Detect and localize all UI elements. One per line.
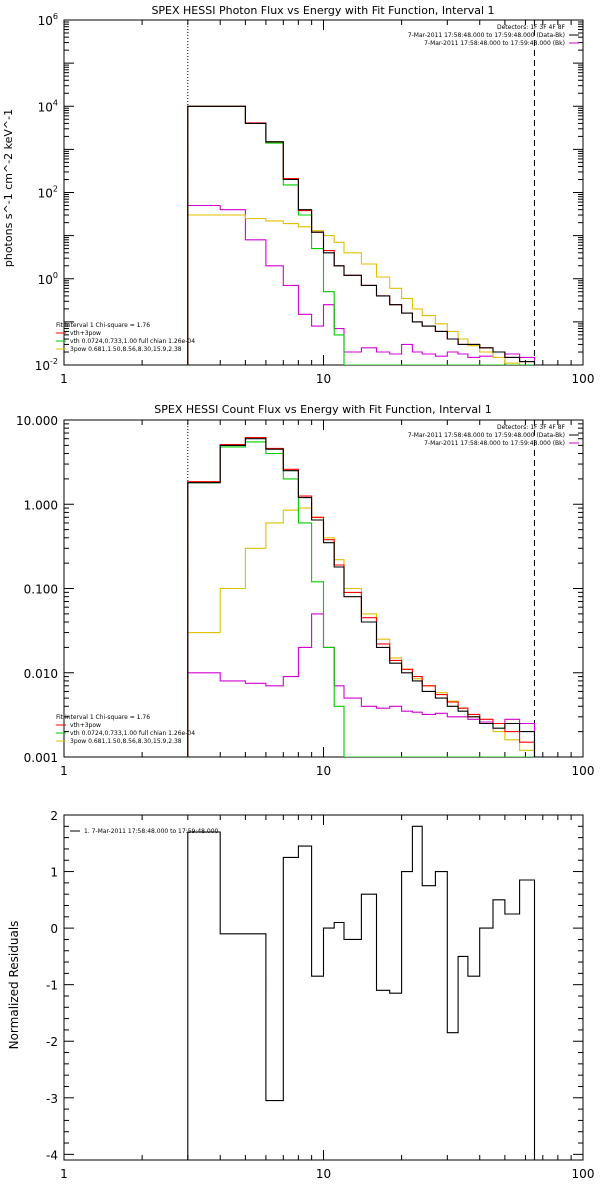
count-flux-panel: SPEX HESSI Count Flux vs Energy with Fit… xyxy=(16,403,594,778)
y-tick-label: 0.100 xyxy=(24,583,58,597)
y-tick-label: -3 xyxy=(46,1092,58,1106)
series-data-line xyxy=(187,105,536,365)
y-tick-label: 102 xyxy=(38,185,58,201)
legend-entry: vth+3pow xyxy=(70,722,101,729)
y-tick-label: 104 xyxy=(38,98,58,114)
x-tick-label: 1 xyxy=(60,372,68,386)
legend-entry: Fit Interval 1 Chi-square = 1.76 xyxy=(56,322,150,329)
x-tick-label: 100 xyxy=(572,764,595,778)
legend-entry: 3pow 0.681,1.50,8.56,8.30,15.9,2.38 xyxy=(70,346,182,353)
legend-entry: 1. 7-Mar-2011 17:58:48.000 to 17:59:48.0… xyxy=(84,828,219,835)
series-thermal-line xyxy=(187,441,536,757)
y-tick-label: 2 xyxy=(50,809,58,823)
header-line: 7-Mar-2011 17:58:48.000 to 17:59:48.000 … xyxy=(424,40,565,47)
x-tick-label: 100 xyxy=(572,1167,595,1181)
header-line: 7-Mar-2011 17:58:48.000 to 17:59:48.000 … xyxy=(408,32,565,39)
y-tick-label: -4 xyxy=(46,1148,58,1162)
residuals-ylabel: Normalized Residuals xyxy=(7,921,21,1050)
x-tick-label: 100 xyxy=(572,372,595,386)
y-tick-label: 0.001 xyxy=(24,751,58,765)
residuals-panel: Normalized Residuals 1 10 100 -4 -3 -2 -1 0 1 2 1.… xyxy=(7,809,594,1181)
x-tick-label: 1 xyxy=(60,1167,68,1181)
x-tick-label: 10 xyxy=(316,764,331,778)
header-line: Detectors: 1F 3F 4F 8F xyxy=(497,24,566,31)
series-data-line xyxy=(187,438,536,757)
series-nonthermal-line xyxy=(187,214,536,365)
header-line: 7-Mar-2011 17:58:48.000 to 17:59:48.000 … xyxy=(424,440,565,447)
legend-entry: vth+3pow xyxy=(70,330,101,337)
count-flux-title: SPEX HESSI Count Flux vs Energy with Fit… xyxy=(154,403,491,416)
x-tick-label: 1 xyxy=(60,764,68,778)
y-tick-label: 1 xyxy=(50,866,58,880)
legend-entry: Fit Interval 1 Chi-square = 1.76 xyxy=(56,714,150,721)
legend-entry: vth 0.0724,0.733,1.00 full chian 1.26e-0… xyxy=(70,338,195,345)
header-line: Detectors: 1F 3F 4F 8F xyxy=(497,424,566,431)
y-tick-label: 0.010 xyxy=(24,667,58,681)
photon-flux-title: SPEX HESSI Photon Flux vs Energy with Fi… xyxy=(151,4,494,17)
y-tick-label: 10-2 xyxy=(35,357,58,373)
legend-entry: 3pow 0.681,1.50,8.56,8.30,15.9,2.38 xyxy=(70,738,182,745)
y-tick-label: 10.000 xyxy=(16,414,58,428)
series-background-line xyxy=(187,204,536,365)
y-tick-label: 100 xyxy=(38,271,58,287)
x-tick-label: 10 xyxy=(316,372,331,386)
y-tick-label: 1.000 xyxy=(24,498,58,512)
series-residuals-line xyxy=(187,825,536,1160)
y-tick-label: 0 xyxy=(50,922,58,936)
y-tick-label: 106 xyxy=(38,12,58,28)
header-line: 7-Mar-2011 17:58:48.000 to 17:59:48.000 … xyxy=(408,432,565,439)
y-tick-label: -1 xyxy=(46,979,58,993)
photon-flux-ylabel: photons s^-1 cm^-2 keV^-1 xyxy=(2,109,15,267)
photon-flux-panel: SPEX HESSI Photon Flux vs Energy with Fi… xyxy=(2,4,594,386)
x-tick-label: 10 xyxy=(316,1167,331,1181)
legend-entry: vth 0.0724,0.733,1.00 full chian 1.26e-0… xyxy=(70,730,195,737)
y-tick-label: -2 xyxy=(46,1035,58,1049)
